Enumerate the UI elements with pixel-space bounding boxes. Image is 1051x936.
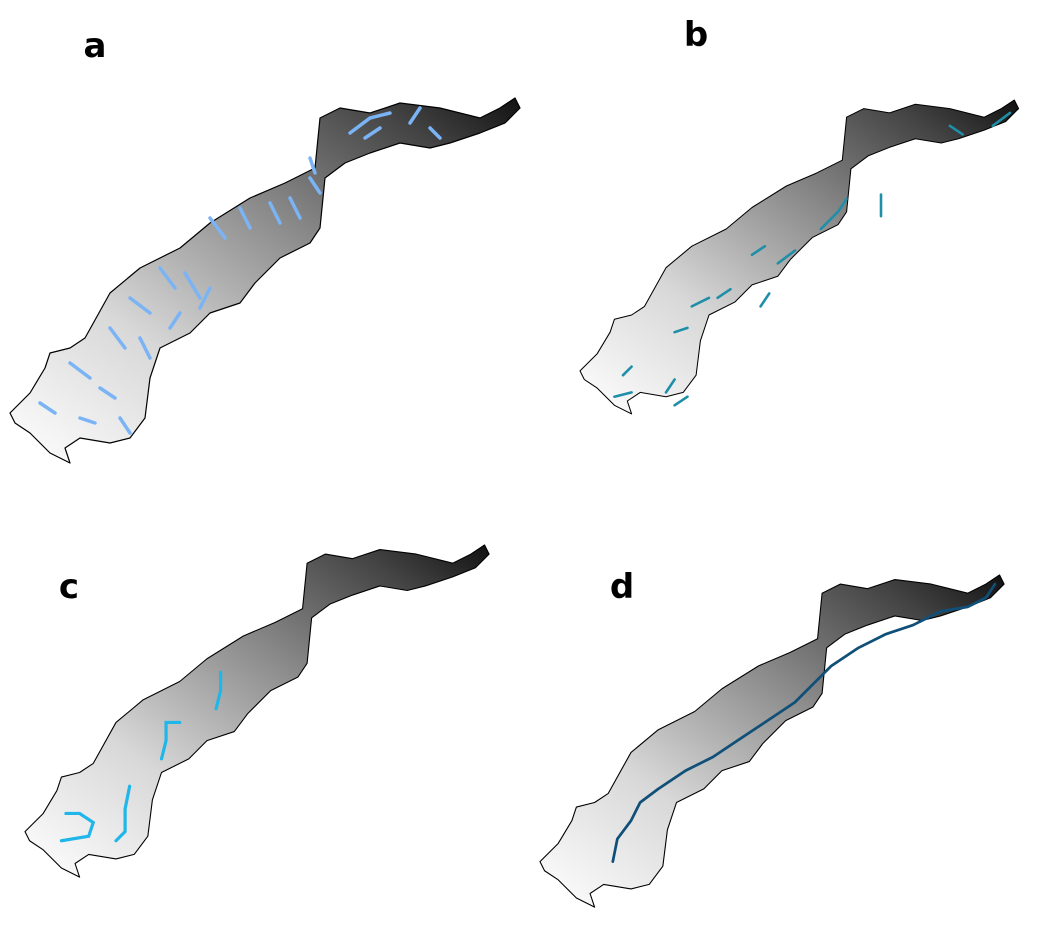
panel-c-map (25, 545, 489, 877)
panel-d-map (540, 575, 1004, 907)
panel-label: d (610, 567, 634, 607)
panel-b-map (580, 100, 1019, 414)
panel-label: b (684, 15, 708, 55)
figure: a b c d (0, 0, 1051, 936)
panel-a-map (10, 98, 520, 463)
panel-label: c (59, 567, 79, 607)
panel-label: a (84, 26, 107, 66)
